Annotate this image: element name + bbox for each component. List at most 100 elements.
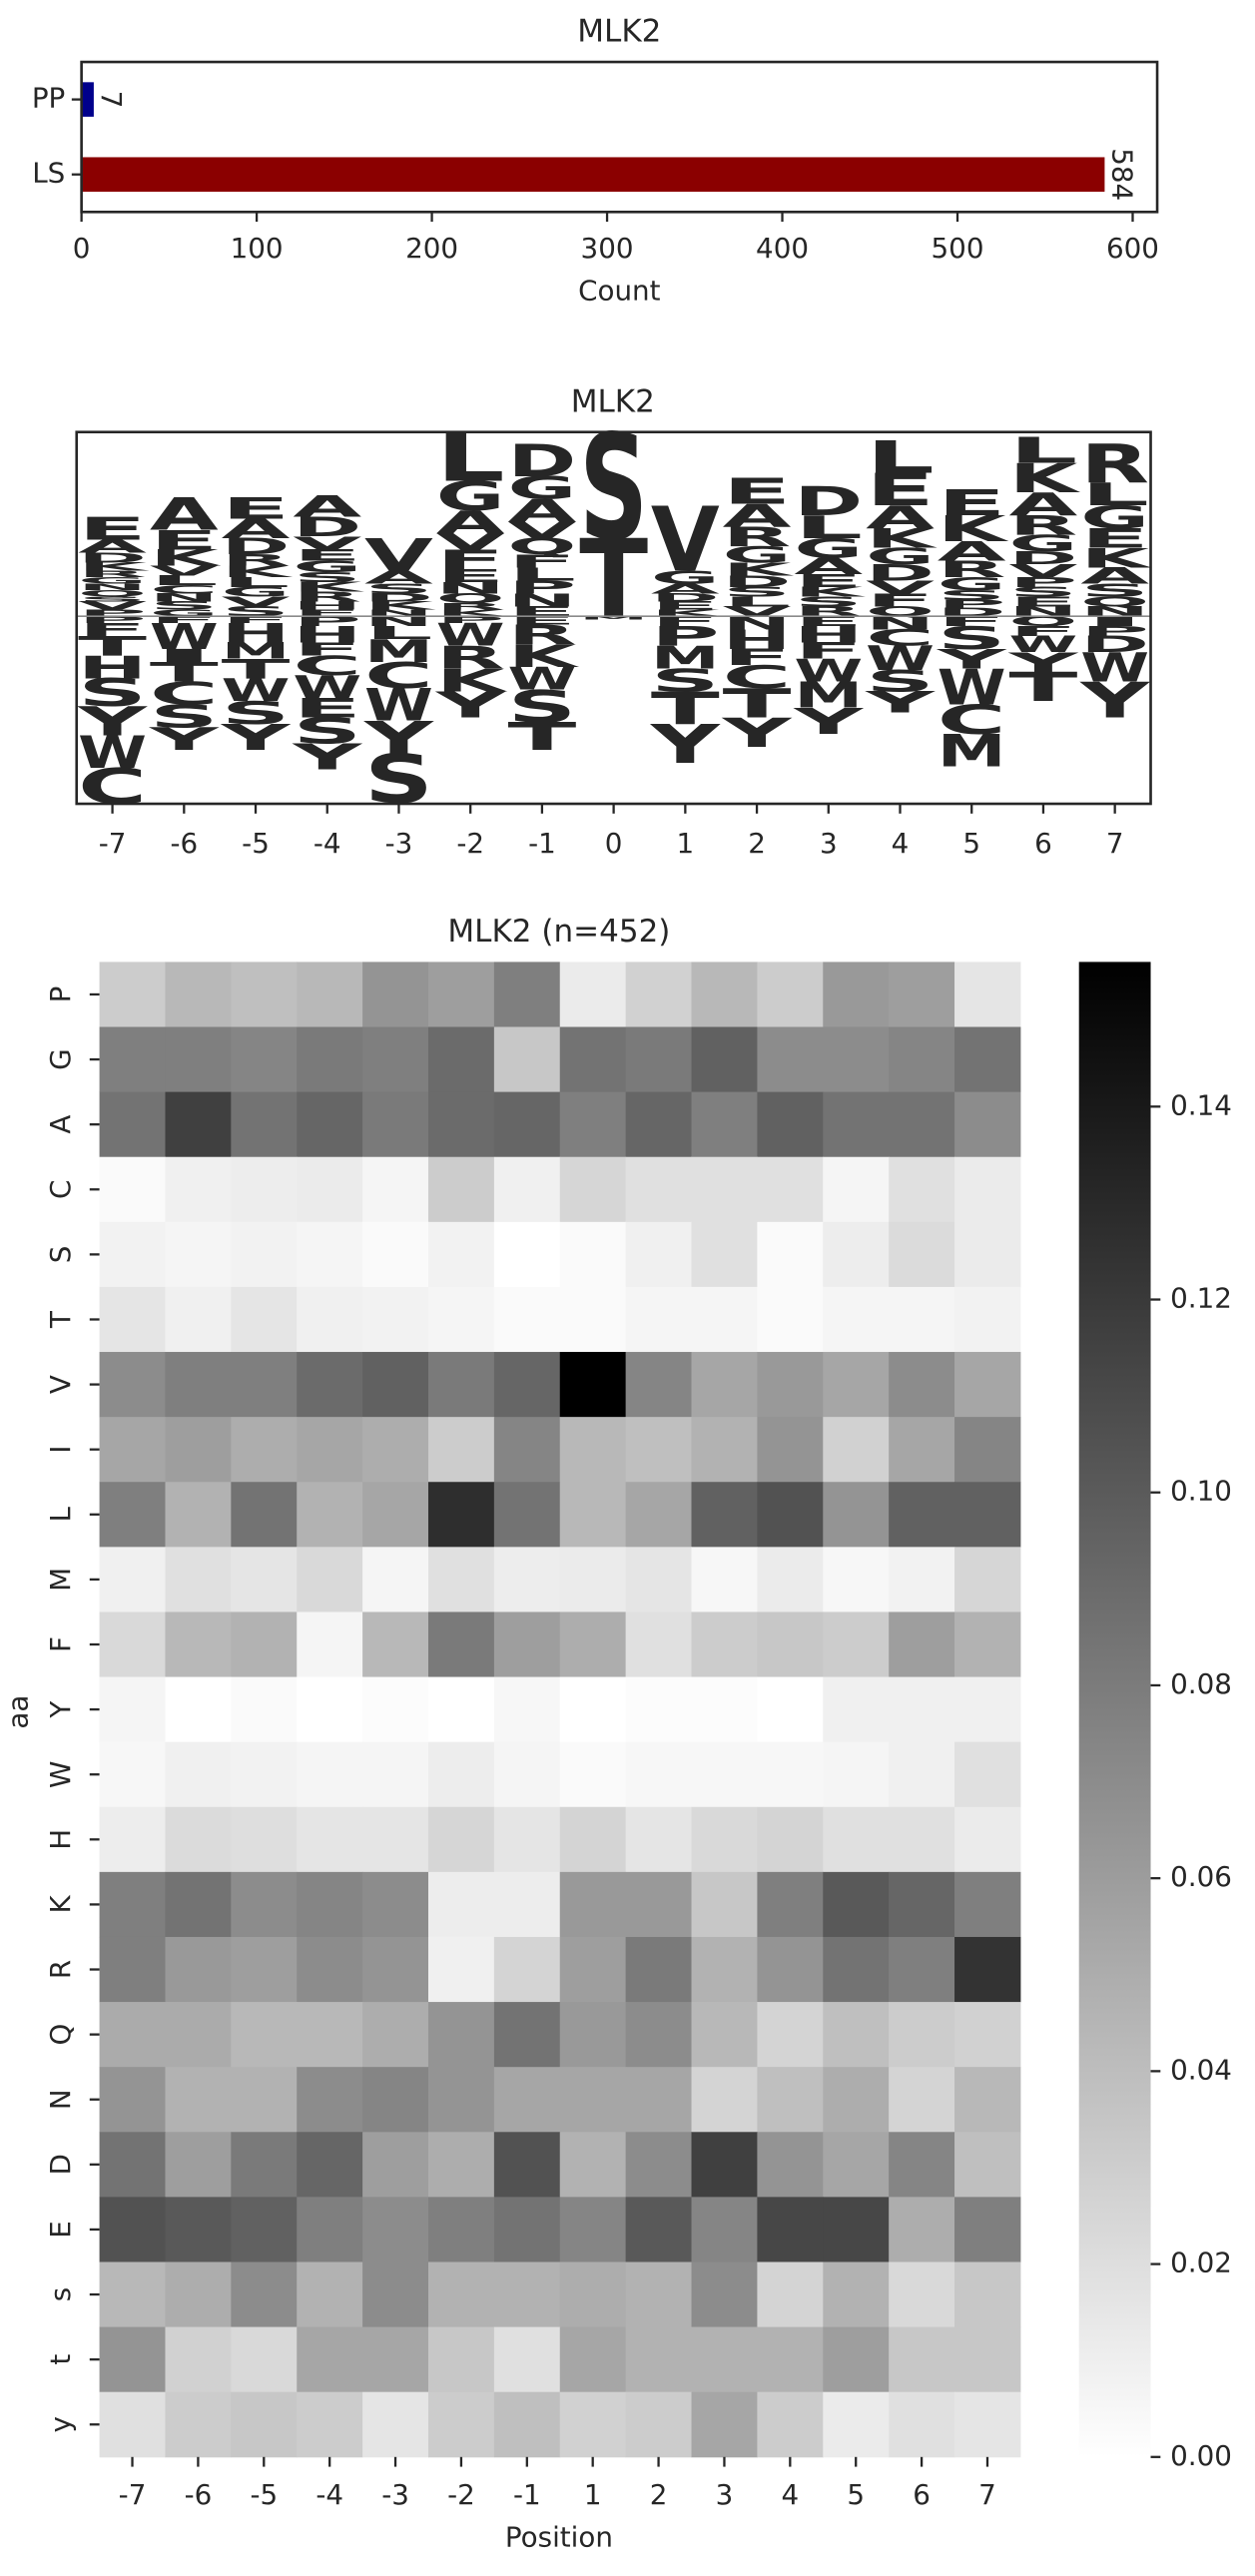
heatmap-cell xyxy=(625,1936,693,2003)
logo-letter: K xyxy=(723,559,795,580)
heatmap-cell xyxy=(493,1417,561,1483)
heatmap-cell xyxy=(691,1871,758,1938)
heatmap-cell xyxy=(165,2132,232,2198)
heatmap-cell xyxy=(823,1871,890,1938)
logo-letter: D xyxy=(364,591,433,604)
y-axis-label: aa xyxy=(2,1695,35,1729)
heatmap-cell xyxy=(297,1611,363,1678)
heatmap-cell xyxy=(625,2391,693,2458)
logo-letter: Y xyxy=(864,686,936,720)
heatmap-cell xyxy=(625,1026,693,1093)
logo-letter: F xyxy=(794,638,863,664)
logo-letter: A xyxy=(938,536,1006,567)
y-tick-label: s xyxy=(44,2287,77,2301)
x-tick-label: 2 xyxy=(748,827,766,860)
heatmap-cell xyxy=(691,2197,758,2262)
heatmap-cell xyxy=(625,1871,693,1938)
y-tick-label: H xyxy=(44,1829,77,1850)
heatmap-cell xyxy=(559,2067,627,2133)
x-tick-label: -5 xyxy=(242,827,270,860)
logo-letter: W xyxy=(150,616,219,658)
x-axis-label: Count xyxy=(578,274,661,307)
heatmap-cell xyxy=(165,2002,232,2068)
heatmap-cell xyxy=(757,1156,824,1223)
heatmap-cell xyxy=(823,1611,890,1678)
heatmap-cell xyxy=(99,2132,166,2198)
heatmap-cell xyxy=(691,1221,758,1288)
heatmap-cell xyxy=(823,1091,890,1158)
logo-letter: Y xyxy=(292,736,363,778)
heatmap-cell xyxy=(889,1547,955,1612)
logo-letter: E xyxy=(723,470,792,512)
heatmap-cell xyxy=(99,2002,166,2068)
heatmap-cell xyxy=(99,1417,166,1483)
heatmap-cell xyxy=(954,962,1021,1028)
y-tick-label: PP xyxy=(32,82,65,115)
logo-letter: G xyxy=(222,584,291,600)
heatmap-cell xyxy=(954,2132,1021,2198)
logo-letter: S xyxy=(507,681,576,733)
logo-letter: T xyxy=(150,657,219,688)
x-tick-label: 0 xyxy=(73,232,91,265)
heatmap-cell xyxy=(99,2067,166,2133)
heatmap-cell xyxy=(625,1286,693,1353)
logo-letter: W xyxy=(436,617,505,654)
logo-letter: S xyxy=(866,664,935,698)
bar-title: MLK2 xyxy=(577,14,661,50)
heatmap-cell xyxy=(757,2067,824,2133)
heatmap-cell xyxy=(889,1741,955,1808)
logo-letter: A xyxy=(364,567,433,588)
logo-letter: T xyxy=(507,715,576,759)
x-tick-label: 100 xyxy=(231,232,284,265)
heatmap-cell xyxy=(427,2197,495,2262)
logo-letter: P xyxy=(938,598,1006,611)
heatmap-cell xyxy=(427,962,495,1028)
logo-letter: W xyxy=(866,639,935,678)
heatmap-cell xyxy=(559,1156,627,1223)
logo-letter: C xyxy=(938,697,1006,744)
heatmap-cell xyxy=(757,2132,824,2198)
heatmap-cell xyxy=(99,1026,166,1093)
heatmap-cell xyxy=(427,2132,495,2198)
heatmap-cell xyxy=(297,2261,363,2328)
heatmap-cell xyxy=(823,1482,890,1548)
heatmap-cell xyxy=(165,962,232,1028)
y-tick-label: S xyxy=(44,1246,77,1264)
heatmap-cell xyxy=(493,2132,561,2198)
heatmap-cell xyxy=(99,2261,166,2328)
heatmap-cell xyxy=(231,1091,298,1158)
x-tick-label: 1 xyxy=(677,827,695,860)
heatmap-cell xyxy=(427,1741,495,1808)
y-tick-label: F xyxy=(44,1636,77,1652)
heatmap-cell xyxy=(625,1091,693,1158)
x-tick-label: 7 xyxy=(978,2478,996,2511)
heatmap-cell xyxy=(165,2067,232,2133)
heatmap-cell xyxy=(231,1417,298,1483)
heatmap-cell xyxy=(427,1352,495,1418)
heatmap-cell xyxy=(954,1547,1021,1612)
heatmap-cell xyxy=(889,1611,955,1678)
heatmap-cell xyxy=(559,1221,627,1288)
logo-letter: R xyxy=(293,589,361,605)
x-tick-label: 4 xyxy=(782,2478,800,2511)
heatmap-cell xyxy=(757,1936,824,2003)
heatmap-cell xyxy=(493,1091,561,1158)
heatmap-cell xyxy=(493,1352,561,1418)
logo-letter: W xyxy=(938,659,1006,716)
heatmap-cell xyxy=(427,1871,495,1938)
logo-letter: H xyxy=(293,622,361,648)
heatmap-cell xyxy=(297,1936,363,2003)
heatmap-cell xyxy=(954,1026,1021,1093)
heatmap-cell xyxy=(165,1026,232,1093)
heatmap-cell xyxy=(625,1156,693,1223)
heatmap-cell xyxy=(231,1676,298,1743)
logo-letter: K xyxy=(364,599,436,612)
heatmap-cell xyxy=(362,1676,429,1743)
y-tick-label: C xyxy=(44,1180,77,1199)
heatmap-cell xyxy=(165,1221,232,1288)
y-tick-label: LS xyxy=(32,157,65,190)
heatmap-cell xyxy=(362,962,429,1028)
heatmap-cell xyxy=(691,1547,758,1612)
logo-letter: E xyxy=(866,464,935,516)
heatmap-cell xyxy=(165,1936,232,2003)
